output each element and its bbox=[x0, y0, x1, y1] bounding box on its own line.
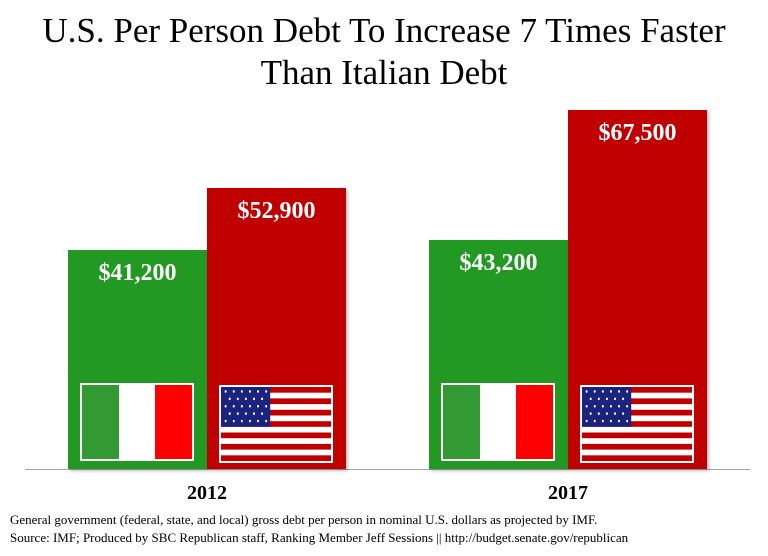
x-label-2012: 2012 bbox=[187, 482, 227, 504]
chart-title: U.S. Per Person Debt To Increase 7 Times… bbox=[0, 10, 768, 94]
italy-flag-icon bbox=[441, 383, 555, 461]
x-label-2017: 2017 bbox=[548, 482, 588, 504]
title-line-2: Than Italian Debt bbox=[260, 53, 508, 92]
footnote-source: Source: IMF; Produced by SBC Republican … bbox=[10, 530, 629, 545]
bar-2012-italy: $41,200 bbox=[68, 250, 207, 469]
title-line-1: U.S. Per Person Debt To Increase 7 Times… bbox=[42, 11, 726, 50]
italy-flag-icon bbox=[80, 383, 194, 461]
footnote-description: General government (federal, state, and … bbox=[10, 512, 598, 527]
bar-2017-us: $67,500 bbox=[568, 110, 707, 469]
value-label: $67,500 bbox=[598, 120, 677, 146]
value-label: $41,200 bbox=[98, 260, 177, 286]
value-label: $43,200 bbox=[459, 250, 538, 276]
value-label: $52,900 bbox=[237, 198, 316, 224]
bar-2017-italy: $43,200 bbox=[429, 240, 568, 469]
us-flag-icon bbox=[580, 385, 694, 463]
us-flag-icon bbox=[219, 385, 333, 463]
bar-2012-us: $52,900 bbox=[207, 188, 346, 469]
x-axis-baseline bbox=[25, 469, 750, 470]
